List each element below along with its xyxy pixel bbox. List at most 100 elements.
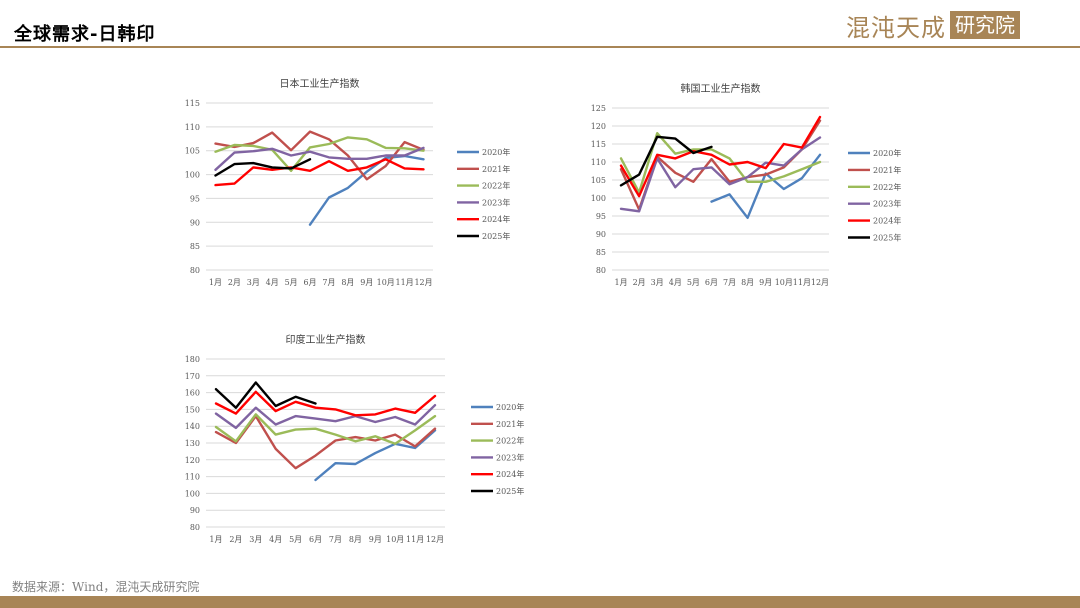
y-tick-label: 180: [185, 355, 200, 364]
legend-label: 2022年: [873, 182, 901, 192]
legend-label: 2025年: [496, 486, 524, 496]
legend-label: 2023年: [496, 452, 524, 462]
series-line: [619, 135, 713, 187]
legend-label: 2022年: [482, 181, 510, 191]
logo-text: 混沌天成: [846, 13, 946, 42]
legend-label: 2025年: [482, 231, 510, 241]
x-tick-label: 9月: [369, 535, 382, 544]
x-tick-label: 3月: [249, 535, 262, 544]
y-tick-label: 90: [190, 506, 200, 515]
series-line: [314, 429, 437, 482]
y-tick-label: 95: [596, 212, 606, 221]
y-tick-label: 90: [596, 230, 606, 239]
x-tick-label: 11月: [793, 278, 811, 287]
x-tick-label: 2月: [228, 278, 241, 287]
y-tick-label: 125: [591, 104, 606, 113]
y-tick-label: 130: [185, 439, 200, 448]
x-tick-label: 12月: [811, 278, 829, 287]
y-tick-label: 105: [185, 147, 200, 156]
y-tick-label: 115: [591, 140, 606, 149]
x-tick-label: 5月: [687, 278, 700, 287]
series-line: [214, 146, 425, 171]
x-tick-label: 9月: [360, 278, 373, 287]
chart-title: 印度工业生产指数: [286, 333, 366, 346]
company-logo: 混沌天成 研究院: [846, 10, 1020, 42]
x-tick-label: 8月: [741, 278, 754, 287]
x-tick-label: 6月: [705, 278, 718, 287]
x-tick-label: 8月: [349, 535, 362, 544]
y-tick-label: 140: [185, 422, 200, 431]
y-tick-label: 100: [185, 489, 200, 498]
x-tick-label: 10月: [377, 278, 395, 287]
chart-title: 韩国工业生产指数: [681, 82, 761, 95]
x-tick-label: 10月: [775, 278, 793, 287]
x-tick-label: 7月: [322, 278, 335, 287]
data-source-note: 数据来源：Wind，混沌天成研究院: [12, 580, 200, 594]
y-tick-label: 150: [185, 405, 200, 414]
x-tick-label: 12月: [426, 535, 444, 544]
x-tick-label: 4月: [266, 278, 279, 287]
korea-industrial-production-chart: 韩国工业生产指数 80 85 90 95 100 105 110 115 120 125 1月 2月 3月…: [591, 82, 902, 287]
legend-label: 2020年: [496, 402, 524, 412]
series-line: [214, 158, 312, 177]
legend-label: 2021年: [873, 165, 901, 175]
legend-label: 2023年: [482, 197, 510, 207]
series-line: [214, 413, 437, 445]
legend-label: 2024年: [482, 214, 510, 224]
page-title: 全球需求-日韩印: [14, 24, 156, 45]
series-line: [619, 115, 822, 198]
x-tick-label: 8月: [341, 278, 354, 287]
y-tick-label: 105: [591, 176, 606, 185]
x-tick-label: 11月: [396, 278, 414, 287]
legend-label: 2024年: [496, 469, 524, 479]
chart-title: 日本工业生产指数: [280, 77, 360, 90]
legend-label: 2025年: [873, 233, 901, 243]
legend-label: 2023年: [873, 199, 901, 209]
series-line: [619, 136, 822, 213]
x-tick-label: 1月: [614, 278, 627, 287]
x-tick-label: 2月: [229, 535, 242, 544]
legend-label: 2022年: [496, 436, 524, 446]
x-tick-label: 7月: [723, 278, 736, 287]
india-industrial-production-chart: 印度工业生产指数 80 90 100 110 120 130 140 150 160 170 180 1…: [185, 333, 525, 544]
x-tick-label: 4月: [269, 535, 282, 544]
x-tick-label: 4月: [669, 278, 682, 287]
y-tick-label: 95: [190, 194, 200, 203]
x-tick-label: 12月: [414, 278, 432, 287]
y-tick-label: 110: [185, 473, 200, 482]
y-tick-label: 120: [185, 456, 200, 465]
y-tick-label: 80: [596, 266, 606, 275]
y-tick-label: 85: [596, 248, 606, 257]
legend-label: 2024年: [873, 216, 901, 226]
y-tick-label: 80: [190, 523, 200, 532]
series-line: [214, 136, 425, 172]
x-tick-label: 5月: [289, 535, 302, 544]
legend-label: 2021年: [482, 164, 510, 174]
y-tick-label: 110: [591, 158, 606, 167]
series-line: [619, 119, 822, 211]
y-tick-label: 170: [185, 372, 200, 381]
x-tick-label: 11月: [406, 535, 424, 544]
legend-label: 2020年: [873, 148, 901, 158]
x-tick-label: 7月: [329, 535, 342, 544]
y-tick-label: 160: [185, 389, 200, 398]
y-tick-label: 90: [190, 218, 200, 227]
x-tick-label: 6月: [309, 535, 322, 544]
logo-box-text: 研究院: [950, 11, 1020, 39]
series-line: [214, 404, 437, 430]
y-tick-label: 100: [185, 171, 200, 180]
x-tick-label: 3月: [651, 278, 664, 287]
x-tick-label: 10月: [386, 535, 404, 544]
y-tick-label: 110: [185, 123, 200, 132]
x-tick-label: 5月: [285, 278, 298, 287]
x-tick-label: 2月: [633, 278, 646, 287]
x-tick-label: 3月: [247, 278, 260, 287]
x-tick-label: 1月: [209, 278, 222, 287]
header-divider: [0, 46, 1080, 48]
legend-label: 2021年: [496, 419, 524, 429]
series-line: [214, 158, 425, 187]
y-tick-label: 85: [190, 242, 200, 251]
legend-label: 2020年: [482, 147, 510, 157]
y-tick-label: 115: [185, 99, 200, 108]
series-line: [214, 381, 317, 409]
